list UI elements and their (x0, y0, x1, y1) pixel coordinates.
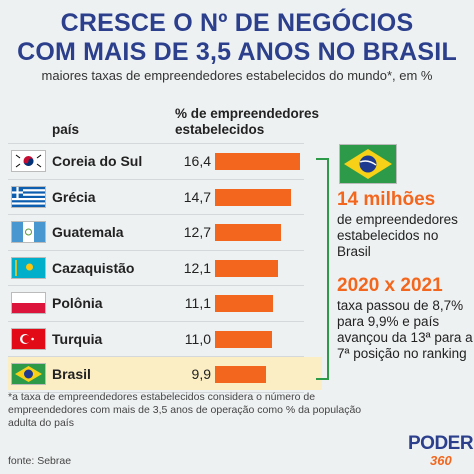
logo-number: 360 (430, 453, 452, 468)
category-label: Coreia do Sul (52, 153, 143, 169)
row-divider (8, 249, 304, 251)
guatemala-flag-icon (12, 222, 45, 242)
chart-row: Polônia 11,1 (8, 286, 304, 319)
bar (215, 153, 300, 170)
stat-years-text: taxa passou de 8,7% para 9,9% e país ava… (337, 298, 473, 361)
connector-bottom (316, 378, 329, 380)
percent-column-header: % de empreendedores estabelecidos (175, 106, 345, 138)
country-column-header: país (52, 122, 80, 137)
chart-row: Cazaquistão 12,1 (8, 251, 304, 284)
bar (215, 330, 272, 348)
turkey-flag-icon (12, 328, 45, 349)
chart-row: Guatemala 12,7 (8, 215, 304, 248)
connector-top (316, 158, 329, 160)
chart-row: Turquia 11,0 (8, 322, 304, 355)
connector-line (327, 158, 329, 380)
percent-header-line-1: % de empreendedores (175, 106, 320, 121)
bar (215, 188, 292, 206)
footnote: *a taxa de empreendedores estabelecidos … (8, 391, 362, 429)
value-label: 9,9 (191, 366, 211, 382)
chart-row: Coreia do Sul 16,4 (8, 144, 304, 177)
stat-millions-text: de empreendedores estabelecidos no Brasi… (337, 212, 458, 259)
brazil-flag-icon (12, 364, 45, 384)
kazakhstan-flag-icon (12, 257, 45, 278)
subtitle: maiores taxas de empreendedores estabele… (41, 68, 433, 83)
title-line-1: CRESCE O Nº DE NEGÓCIOS (60, 9, 414, 37)
title-line-2: COM MAIS DE 3,5 ANOS NO BRASIL (17, 38, 457, 66)
chart-row: Grécia 14,7 (8, 180, 304, 213)
bar (215, 224, 281, 241)
row-divider (8, 391, 304, 393)
category-label: Brasil (52, 366, 91, 382)
row-divider (8, 285, 304, 286)
value-label: 14,7 (183, 188, 211, 205)
value-label: 16,4 (183, 153, 211, 169)
value-label: 11,1 (184, 295, 211, 311)
stat-years: 2020 x 2021 (337, 275, 443, 296)
poland-flag-icon (12, 293, 45, 313)
logo-word: PODER (408, 433, 474, 454)
bar (215, 259, 278, 277)
poder360-logo: PODER 360 (408, 433, 474, 471)
brazil-flag-icon (340, 145, 396, 183)
value-label: 12,7 (183, 224, 211, 240)
row-divider (8, 178, 304, 180)
row-divider (8, 143, 304, 144)
bar (215, 366, 267, 383)
row-divider (8, 356, 304, 357)
category-label: Grécia (52, 188, 96, 205)
category-label: Guatemala (52, 224, 124, 240)
category-label: Turquia (52, 330, 103, 347)
korea-flag-icon (12, 151, 45, 171)
row-divider (8, 214, 304, 215)
bar (215, 295, 273, 312)
stat-millions: 14 milhões (337, 189, 436, 210)
greece-flag-icon (12, 186, 45, 207)
value-label: 11,0 (184, 330, 211, 347)
row-divider (8, 320, 304, 322)
chart-row: Brasil 9,9 (8, 357, 322, 390)
value-label: 12,1 (183, 259, 211, 276)
category-label: Polônia (52, 295, 103, 311)
percent-header-line-2: estabelecidos (175, 122, 265, 137)
source: fonte: Sebrae (8, 455, 72, 467)
category-label: Cazaquistão (52, 259, 135, 276)
